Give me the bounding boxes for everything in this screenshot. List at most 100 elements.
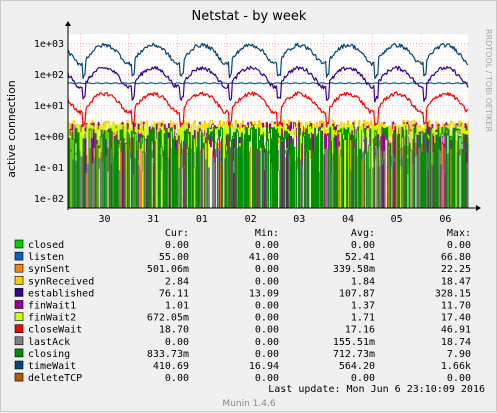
y-tick-label: 1e+01 xyxy=(34,101,64,112)
legend-cur: 55.00 xyxy=(159,252,189,263)
legend-min: 0.00 xyxy=(255,349,279,360)
legend-min: 41.00 xyxy=(249,252,279,263)
legend-cur: 2.84 xyxy=(165,276,189,287)
legend-row-closing: closing 833.73m 0.00 712.73m 7.90 xyxy=(14,348,471,360)
legend-min: 0.00 xyxy=(255,276,279,287)
column-header-max: Max: xyxy=(447,228,471,239)
legend-avg: 107.87 xyxy=(339,288,375,299)
legend-max: 46.91 xyxy=(441,325,471,336)
x-tick-label: 02 xyxy=(245,214,257,225)
legend-row-timeWait: timeWait 410.69 16.94 564.20 1.66k xyxy=(14,360,471,372)
y-tick-label: 1e+03 xyxy=(34,39,64,50)
legend-min: 0.00 xyxy=(255,301,279,312)
x-tick-label: 04 xyxy=(342,214,354,225)
legend-max: 66.80 xyxy=(441,252,471,263)
legend-min: 0.00 xyxy=(255,373,279,384)
legend-name: deleteTCP xyxy=(28,373,82,384)
legend-row-synSent: synSent 501.06m 0.00 339.58m 22.25 xyxy=(14,263,471,275)
legend-min: 0.00 xyxy=(255,240,279,251)
y-tick-label: 1e-02 xyxy=(34,194,64,205)
legend-max: 328.15 xyxy=(435,288,471,299)
legend-swatch xyxy=(14,372,24,382)
legend-name: synSent xyxy=(28,264,70,275)
legend-swatch xyxy=(14,336,24,346)
legend-swatch xyxy=(14,288,24,297)
legend-name: lastAck xyxy=(28,337,70,348)
legend-swatch xyxy=(14,348,24,358)
series-line-established xyxy=(67,65,469,103)
legend-avg: 0.00 xyxy=(351,373,375,384)
y-axis-label: active connection xyxy=(5,80,18,178)
legend-row-closeWait: closeWait 18.70 0.00 17.16 46.91 xyxy=(14,324,471,336)
legend-row-lastAck: lastAck 0.00 0.00 155.51m 18.74 xyxy=(14,336,471,348)
legend-avg: 564.20 xyxy=(339,361,375,372)
column-header-avg: Avg: xyxy=(351,228,375,239)
footer-version: Munin 1.4.6 xyxy=(222,399,275,409)
legend-row-deleteTCP: deleteTCP 0.00 0.00 0.00 0.00 xyxy=(14,372,471,384)
legend-swatch xyxy=(14,360,24,370)
x-tick-label: 31 xyxy=(147,214,159,225)
y-tick-label: 1e-01 xyxy=(34,163,64,174)
legend-row-finWait1: finWait1 1.01 0.00 1.37 11.70 xyxy=(14,300,471,312)
legend-name: synReceived xyxy=(28,276,94,287)
legend-swatch xyxy=(14,300,24,309)
legend-max: 7.90 xyxy=(447,349,471,360)
legend-cur: 501.06m xyxy=(147,264,189,275)
legend-name: listen xyxy=(28,252,64,263)
legend-avg: 0.00 xyxy=(351,240,375,251)
legend-swatch xyxy=(14,324,24,334)
last-update: Last update: Mon Jun 6 23:10:09 2016 xyxy=(268,384,485,395)
legend-min: 16.94 xyxy=(249,361,279,372)
axes xyxy=(65,21,481,211)
x-tick-labels: 30 31 01 02 03 04 05 06 xyxy=(98,214,451,225)
legend-avg: 155.51m xyxy=(333,337,375,348)
legend-max: 17.40 xyxy=(441,313,471,324)
legend-swatch xyxy=(14,263,24,273)
legend-min: 0.00 xyxy=(255,325,279,336)
legend-name: established xyxy=(28,288,94,299)
legend-min: 0.00 xyxy=(255,313,279,324)
column-header-cur: Cur: xyxy=(165,228,189,239)
legend-min: 0.00 xyxy=(255,264,279,275)
legend-cur: 672.05m xyxy=(147,313,189,324)
legend-cur: 1.01 xyxy=(165,301,189,312)
legend-swatch xyxy=(14,251,24,261)
legend-avg: 1.71 xyxy=(351,313,375,324)
legend-row-listen: listen 55.00 41.00 52.41 66.80 xyxy=(14,251,471,263)
y-tick-label: 1e+02 xyxy=(34,70,64,81)
legend-cur: 0.00 xyxy=(165,337,189,348)
legend-name: closeWait xyxy=(28,325,82,336)
legend-max: 0.00 xyxy=(447,240,471,251)
legend-table: Cur: Min: Avg: Max: closed 0.00 0.00 0.00 0.… xyxy=(14,228,471,384)
legend-row-established: established 76.11 13.09 107.87 328.15 xyxy=(14,288,471,299)
chart-title: Netstat - by week xyxy=(192,9,307,24)
legend-avg: 339.58m xyxy=(333,264,375,275)
x-tick-label: 03 xyxy=(293,214,305,225)
legend-row-finWait2: finWait2 672.05m 0.00 1.71 17.40 xyxy=(14,312,471,324)
x-tick-label: 06 xyxy=(439,214,451,225)
series-lines xyxy=(67,42,469,209)
legend-avg: 1.37 xyxy=(351,301,375,312)
x-tick-label: 05 xyxy=(391,214,403,225)
legend-row-synReceived: synReceived 2.84 0.00 1.84 18.47 xyxy=(14,275,471,287)
legend-swatch xyxy=(14,275,24,285)
series-line-closing xyxy=(68,126,469,209)
legend-name: finWait1 xyxy=(28,301,76,312)
series-line-closeWait xyxy=(67,91,469,128)
legend-cur: 833.73m xyxy=(147,349,189,360)
x-axis-arrow xyxy=(476,205,481,211)
legend-avg: 1.84 xyxy=(351,276,375,287)
legend-max: 18.47 xyxy=(441,276,471,287)
y-tick-label: 1e+00 xyxy=(34,132,64,143)
legend-cur: 76.11 xyxy=(159,288,189,299)
legend-min: 0.00 xyxy=(255,337,279,348)
legend-avg: 712.73m xyxy=(333,349,375,360)
y-tick-labels: 1e+03 1e+02 1e+01 1e+00 1e-01 1e-02 xyxy=(34,39,64,205)
legend-max: 18.74 xyxy=(441,337,471,348)
rrdtool-watermark: RRDTOOL / TOBI OETIKER xyxy=(484,29,493,132)
legend-name: finWait2 xyxy=(28,313,76,324)
column-header-min: Min: xyxy=(255,228,279,239)
legend-max: 1.66k xyxy=(441,361,471,372)
